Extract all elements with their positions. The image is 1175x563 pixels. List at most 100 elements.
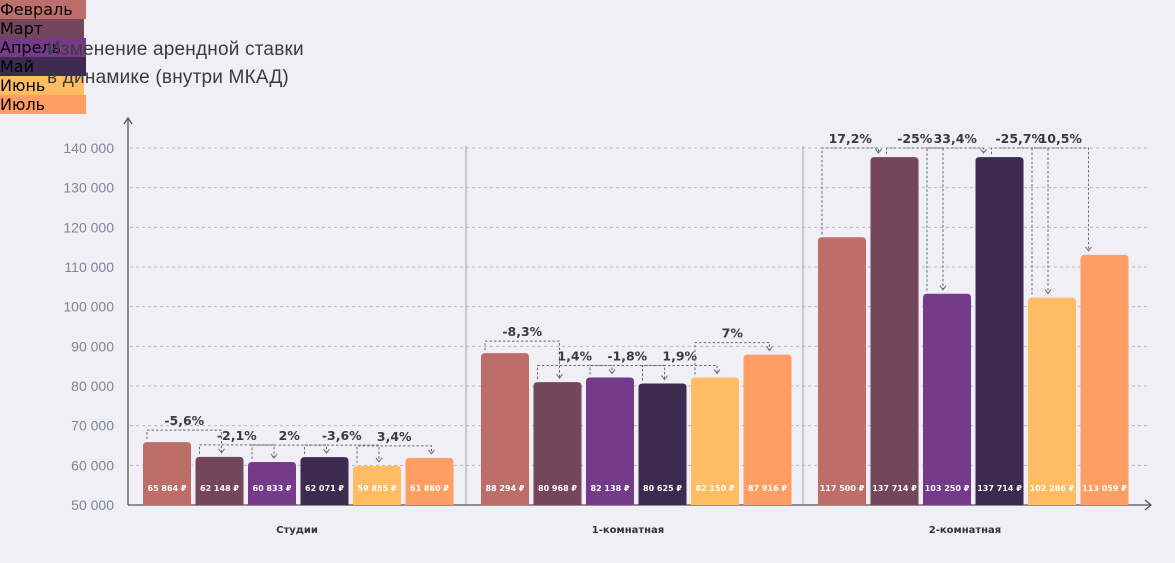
bar-value-label: 82 138 ₽: [591, 484, 630, 493]
bar-Март: [195, 456, 244, 505]
bar-value-label: 62 071 ₽: [305, 484, 344, 493]
change-percent-label: 33,4%: [934, 131, 978, 146]
chart-title-line-2: в динамике (внутри МКАД): [47, 67, 289, 88]
bar-Май: [638, 383, 687, 505]
change-arrow-icon: [323, 448, 330, 454]
y-tick-label: 80 000: [71, 378, 114, 394]
bar-value-label: 113 059 ₽: [1082, 484, 1127, 493]
bar-value-label: 102 286 ₽: [1030, 484, 1075, 493]
change-bracket: [251, 444, 327, 460]
legend-item-Февраль: Февраль: [0, 0, 86, 19]
change-bracket: [484, 340, 560, 379]
change-arrow-icon: [270, 453, 278, 459]
change-arrow-icon: [608, 369, 616, 375]
bar-Июль: [1080, 254, 1129, 505]
change-bracket: [926, 147, 984, 291]
y-tick-label: 90 000: [71, 338, 114, 354]
legend-item-Июнь: Июнь: [0, 76, 84, 95]
change-percent-label: 7%: [722, 326, 744, 341]
change-percent-label: 3,4%: [377, 429, 412, 444]
legend-item-Март: Март: [0, 19, 84, 38]
group-label: Студии: [276, 525, 318, 536]
y-axis-arrow-icon: [123, 116, 133, 125]
change-percent-label: -25%: [897, 131, 933, 146]
change-arrow-icon: [218, 448, 225, 454]
change-arrow-icon: [713, 369, 721, 375]
bar-Март: [533, 382, 582, 505]
change-percent-label: -5,6%: [164, 413, 204, 428]
bar-value-label: 82 150 ₽: [696, 484, 735, 493]
change-bracket: [589, 365, 665, 380]
bar-value-label: 62 148 ₽: [200, 484, 239, 493]
y-tick-label: 120 000: [63, 219, 114, 235]
change-bracket: [991, 147, 1049, 294]
bar-value-label: 80 968 ₽: [538, 484, 577, 493]
y-tick-label: 140 000: [63, 140, 114, 156]
change-percent-label: 17,2%: [829, 131, 873, 146]
y-tick-label: 70 000: [71, 418, 114, 434]
change-bracket: [356, 445, 432, 463]
change-bracket: [694, 342, 770, 375]
bar-Июнь: [353, 465, 401, 505]
bar-value-label: 117 500 ₽: [820, 484, 865, 493]
bar-value-label: 80 625 ₽: [643, 484, 682, 493]
change-percent-label: 1,4%: [557, 349, 592, 364]
change-arrow-icon: [875, 148, 882, 154]
legend-item-Май: Май: [0, 57, 86, 76]
bar-Июнь: [691, 377, 739, 505]
bar-Февраль: [481, 353, 529, 505]
bar-value-label: 65 864 ₽: [148, 484, 187, 493]
bar-value-label: 87 916 ₽: [748, 484, 787, 493]
bar-value-label: 137 714 ₽: [872, 484, 917, 493]
legend-item-Апрель: Апрель: [0, 38, 86, 57]
bar-Февраль: [818, 237, 866, 505]
group-label: 1-комнатная: [592, 525, 664, 536]
change-percent-label: -2,1%: [217, 428, 257, 443]
change-arrow-icon: [428, 449, 435, 455]
bar-value-label: 59 855 ₽: [358, 484, 397, 493]
x-axis-arrow-icon: [1144, 499, 1153, 511]
bar-value-label: 88 294 ₽: [486, 484, 525, 493]
bar-Май: [975, 157, 1024, 505]
change-arrow-icon: [766, 346, 773, 352]
change-bracket: [199, 444, 275, 459]
change-bracket: [821, 147, 879, 235]
change-bracket: [304, 444, 380, 462]
change-percent-label: -25,7%: [995, 131, 1044, 146]
change-bracket: [1031, 147, 1089, 295]
bar-Июль: [743, 354, 792, 505]
change-arrow-icon: [375, 457, 383, 463]
change-percent-label: -1,8%: [607, 349, 647, 364]
y-tick-label: 100 000: [63, 299, 114, 315]
bar-Апрель: [586, 377, 634, 505]
y-tick-label: 110 000: [64, 259, 114, 275]
change-arrow-icon: [556, 373, 563, 379]
change-percent-label: 1,9%: [662, 348, 697, 363]
group-label: 2-комнатная: [929, 525, 1001, 536]
change-percent-label: 2%: [279, 428, 301, 443]
change-arrow-icon: [661, 375, 668, 381]
change-arrow-icon: [1085, 246, 1092, 252]
bar-value-label: 103 250 ₽: [925, 484, 970, 493]
bar-Апрель: [248, 462, 296, 505]
y-tick-label: 60 000: [71, 457, 114, 473]
bar-Июнь: [1028, 297, 1076, 505]
change-bracket: [146, 429, 222, 453]
change-arrow-icon: [1044, 289, 1052, 295]
change-percent-label: -3,6%: [322, 428, 362, 443]
bar-Апрель: [923, 293, 971, 505]
chart-title-line-1: Изменение арендной ставки: [47, 39, 304, 60]
change-percent-label: 10,5%: [1039, 131, 1083, 146]
y-tick-label: 130 000: [63, 180, 114, 196]
bar-value-label: 60 833 ₽: [253, 484, 292, 493]
bar-value-label: 61 880 ₽: [410, 484, 449, 493]
legend-item-Июль: Июль: [0, 95, 86, 114]
change-bracket: [537, 365, 613, 380]
y-tick-label: 50 000: [71, 497, 114, 513]
bar-Февраль: [143, 442, 191, 505]
change-percent-label: -8,3%: [502, 324, 542, 339]
bar-Март: [870, 157, 919, 505]
bar-value-label: 137 714 ₽: [977, 484, 1022, 493]
chart-title: Изменение арендной ставки в динамике (вн…: [47, 36, 304, 92]
